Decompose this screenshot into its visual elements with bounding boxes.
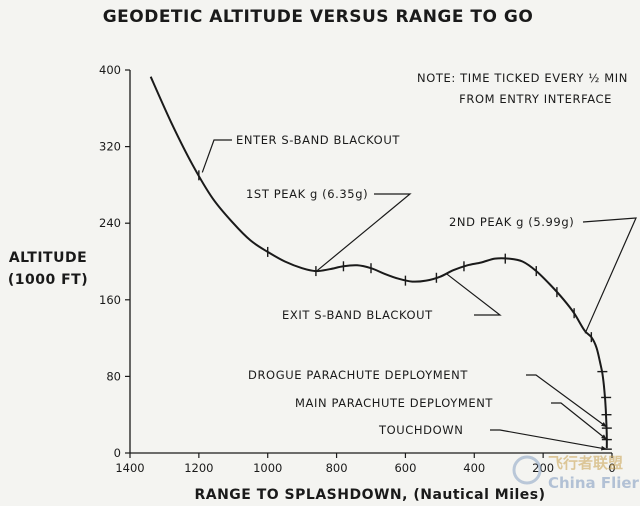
y-axis-ticks: 0 80 160 240 320 400: [99, 63, 130, 460]
x-tick-label: 1000: [253, 461, 282, 475]
annotation-leader-line: [316, 193, 412, 272]
watermark: 飞行者联盟 China Flier: [512, 454, 640, 492]
note-line-1: NOTE: TIME TICKED EVERY ½ MIN: [417, 71, 628, 85]
annotation-leader-line: [551, 402, 608, 441]
note-line-2: FROM ENTRY INTERFACE: [459, 92, 612, 106]
annotation-leader-line: [490, 429, 607, 450]
annotation-label: ENTER S-BAND BLACKOUT: [236, 133, 400, 147]
x-tick-label: 1400: [115, 461, 144, 475]
time-ticks: [198, 170, 612, 450]
watermark-logo-icon: [512, 455, 542, 485]
chart-title: GEODETIC ALTITUDE VERSUS RANGE TO GO: [103, 7, 534, 27]
y-tick-label: 0: [114, 446, 121, 460]
y-axis-label-line-1: ALTITUDE: [9, 250, 87, 266]
annotation-label: DROGUE PARACHUTE DEPLOYMENT: [248, 368, 468, 382]
y-tick-label: 160: [99, 293, 121, 307]
annotation-label: EXIT S-BAND BLACKOUT: [282, 308, 433, 322]
x-tick-label: 600: [394, 461, 416, 475]
x-axis-label: RANGE TO SPLASHDOWN, (Nautical Miles): [194, 487, 545, 503]
annotation-label: 2ND PEAK g (5.99g): [449, 215, 574, 229]
watermark-en-text: China Flier: [548, 474, 640, 492]
y-axis-label-line-2: (1000 FT): [8, 272, 88, 288]
y-tick-label: 80: [106, 369, 121, 383]
annotation-label: MAIN PARACHUTE DEPLOYMENT: [295, 396, 493, 410]
altitude-curve: [149, 76, 608, 449]
annotation-label: TOUCHDOWN: [378, 423, 463, 437]
watermark-cn-text: 飞行者联盟: [548, 454, 623, 472]
x-axis-ticks: 1400 1200 1000 800 600 400 200 0: [115, 453, 616, 475]
annotation-leader-line: [582, 217, 637, 334]
annotations: ENTER S-BAND BLACKOUT 1ST PEAK g (6.35g) 2…: [201, 133, 637, 451]
x-tick-label: 400: [463, 461, 485, 475]
annotation-leader-line: [201, 139, 232, 173]
annotation-leader-line: [526, 374, 608, 428]
x-tick-label: 800: [326, 461, 348, 475]
annotation-arrowhead: [600, 445, 607, 451]
annotation-arrowhead: [601, 421, 607, 428]
y-tick-label: 320: [99, 140, 121, 154]
y-tick-label: 400: [99, 63, 121, 77]
annotation-label: 1ST PEAK g (6.35g): [246, 187, 368, 201]
annotation-arrowhead: [601, 434, 607, 440]
x-tick-label: 0: [608, 461, 615, 475]
y-tick-label: 240: [99, 216, 121, 230]
x-tick-label: 1200: [184, 461, 213, 475]
annotation-leader-line: [446, 273, 502, 316]
